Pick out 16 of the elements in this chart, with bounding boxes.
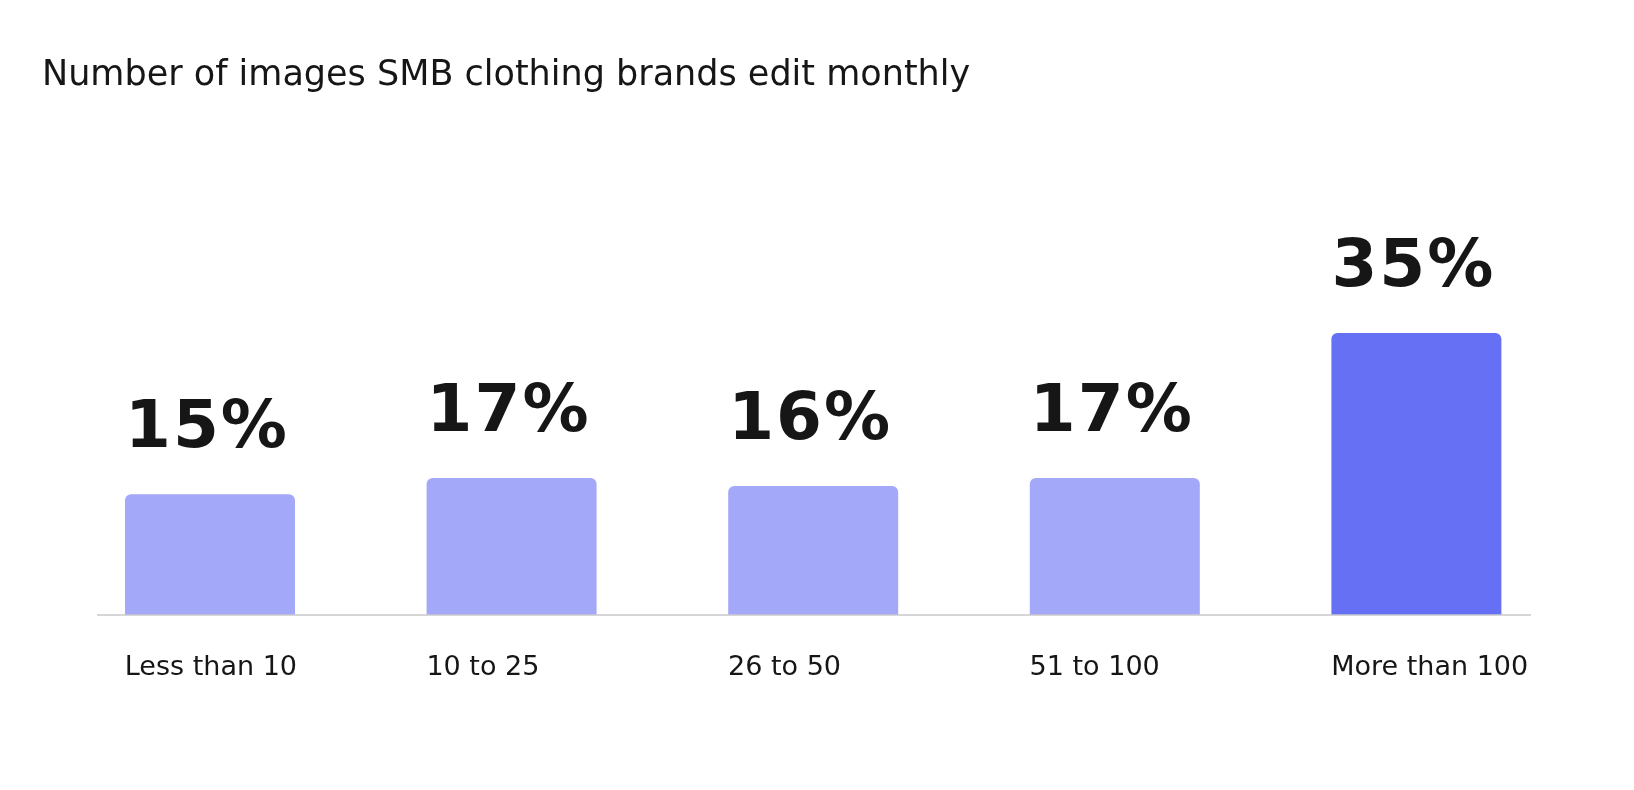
data-label: 15% bbox=[125, 386, 289, 464]
bar bbox=[728, 486, 899, 615]
x-tick-label: Less than 10 bbox=[124, 650, 297, 681]
bar bbox=[1029, 478, 1200, 615]
bar bbox=[426, 478, 597, 615]
data-label: 35% bbox=[1331, 225, 1496, 302]
x-tick-label: 26 to 50 bbox=[728, 650, 841, 681]
bar bbox=[1331, 333, 1502, 615]
x-tick-label: 10 to 25 bbox=[426, 650, 540, 681]
x-tick-label: More than 100 bbox=[1331, 650, 1529, 681]
data-label: 16% bbox=[728, 378, 893, 456]
chart-title: Number of images SMB clothing brands edit monthly bbox=[42, 52, 971, 94]
data-label: 17% bbox=[1029, 370, 1194, 448]
x-tick-label: 51 to 100 bbox=[1029, 650, 1160, 681]
bar bbox=[125, 494, 295, 615]
data-label: 17% bbox=[426, 370, 591, 448]
